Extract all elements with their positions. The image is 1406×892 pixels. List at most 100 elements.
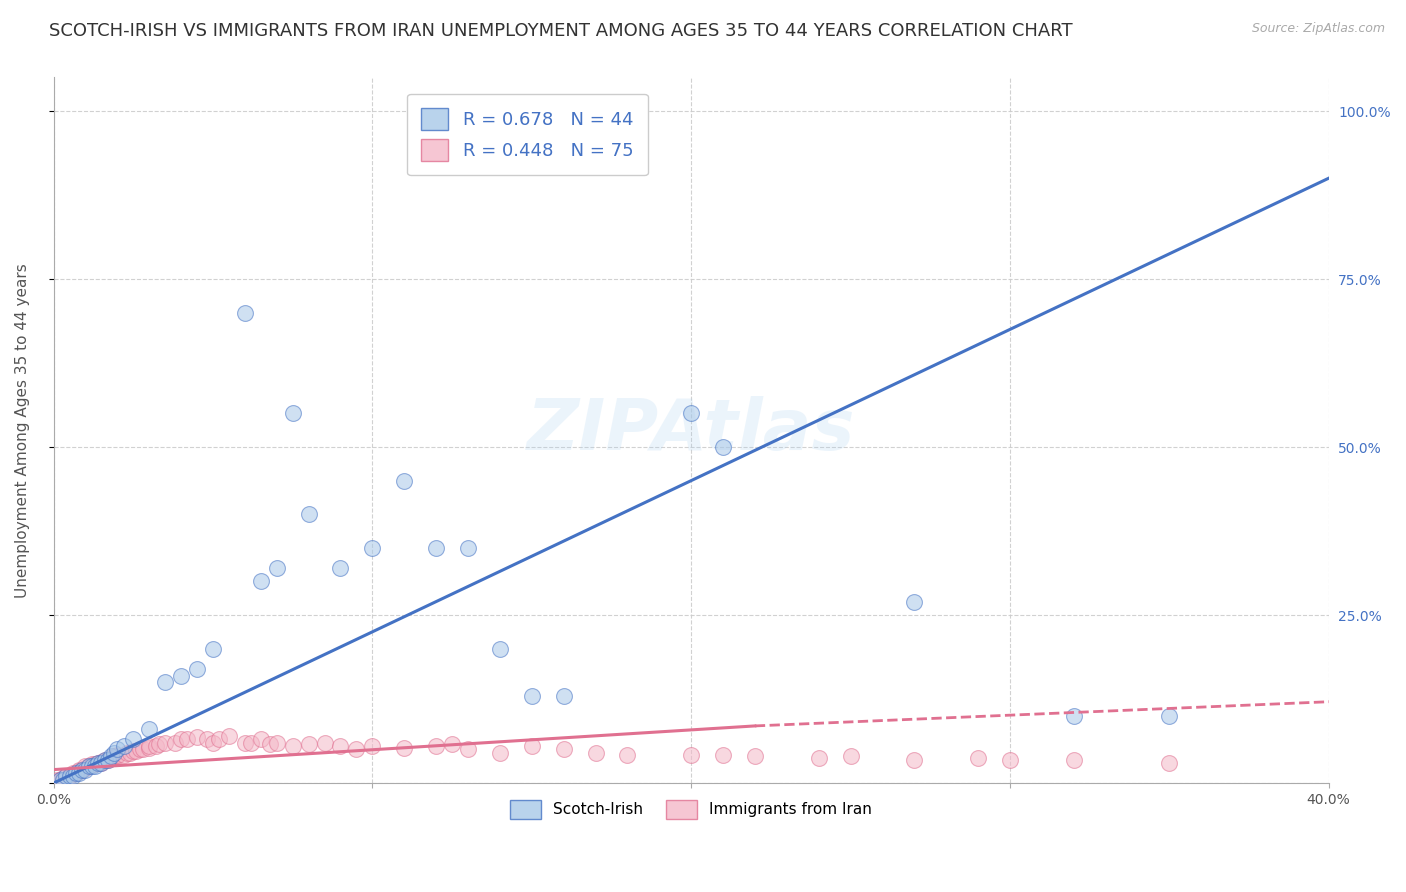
Point <box>49 772 72 787</box>
Point <box>132 742 155 756</box>
Point <box>80 759 103 773</box>
Point <box>105 747 128 762</box>
Point <box>100 750 122 764</box>
Point <box>65 766 87 780</box>
Point <box>112 739 135 753</box>
Point <box>711 747 734 762</box>
Point <box>218 729 240 743</box>
Point <box>266 561 288 575</box>
Point <box>49 772 72 787</box>
Point <box>394 474 416 488</box>
Point <box>361 739 384 753</box>
Point <box>176 732 198 747</box>
Point <box>249 732 271 747</box>
Point <box>457 742 479 756</box>
Point <box>298 508 321 522</box>
Point <box>520 689 543 703</box>
Point <box>93 752 115 766</box>
Point <box>87 756 110 770</box>
Text: Source: ZipAtlas.com: Source: ZipAtlas.com <box>1251 22 1385 36</box>
Point <box>153 736 176 750</box>
Point <box>58 768 80 782</box>
Point <box>105 742 128 756</box>
Point <box>122 744 145 758</box>
Point <box>903 594 925 608</box>
Y-axis label: Unemployment Among Ages 35 to 44 years: Unemployment Among Ages 35 to 44 years <box>15 263 30 598</box>
Point <box>201 641 224 656</box>
Point <box>72 763 94 777</box>
Point <box>77 759 100 773</box>
Point <box>62 766 84 780</box>
Point <box>75 763 97 777</box>
Point <box>903 752 925 766</box>
Point <box>93 752 115 766</box>
Point <box>103 746 125 760</box>
Point <box>72 763 94 777</box>
Point <box>394 741 416 756</box>
Point <box>711 440 734 454</box>
Point <box>122 732 145 747</box>
Point <box>125 744 148 758</box>
Point <box>97 752 120 766</box>
Point <box>170 732 193 747</box>
Point <box>1063 709 1085 723</box>
Point <box>90 755 112 769</box>
Point <box>361 541 384 555</box>
Point <box>145 739 167 753</box>
Point <box>45 772 67 787</box>
Point <box>457 541 479 555</box>
Point <box>208 732 231 747</box>
Point <box>744 749 766 764</box>
Point <box>281 406 304 420</box>
Point <box>425 739 447 753</box>
Point <box>75 761 97 775</box>
Point <box>298 737 321 751</box>
Point <box>80 757 103 772</box>
Point <box>346 742 368 756</box>
Point <box>441 737 464 751</box>
Point <box>967 750 990 764</box>
Legend: Scotch-Irish, Immigrants from Iran: Scotch-Irish, Immigrants from Iran <box>505 794 877 825</box>
Point <box>201 736 224 750</box>
Point <box>259 737 281 751</box>
Point <box>520 739 543 753</box>
Point <box>58 769 80 783</box>
Point <box>616 747 638 762</box>
Point <box>489 746 512 760</box>
Point <box>52 772 75 787</box>
Point <box>55 769 77 783</box>
Point <box>314 736 336 750</box>
Point <box>681 747 703 762</box>
Point <box>489 641 512 656</box>
Point <box>52 771 75 785</box>
Point <box>128 742 150 756</box>
Point <box>998 752 1021 766</box>
Point <box>186 662 208 676</box>
Point <box>153 675 176 690</box>
Point <box>55 769 77 783</box>
Point <box>112 747 135 762</box>
Point <box>58 769 80 783</box>
Point <box>75 759 97 773</box>
Point <box>67 766 90 780</box>
Point <box>138 739 160 753</box>
Point <box>1063 752 1085 766</box>
Point <box>100 749 122 764</box>
Point <box>120 746 142 760</box>
Point <box>138 741 160 756</box>
Point <box>97 752 120 766</box>
Point <box>65 766 87 780</box>
Point <box>425 541 447 555</box>
Point <box>1159 709 1181 723</box>
Point <box>681 406 703 420</box>
Point <box>84 757 107 772</box>
Point <box>84 759 107 773</box>
Point <box>148 737 170 751</box>
Point <box>281 739 304 753</box>
Point <box>233 736 256 750</box>
Point <box>90 756 112 770</box>
Point <box>103 749 125 764</box>
Point <box>77 759 100 773</box>
Point <box>233 305 256 319</box>
Point <box>67 764 90 778</box>
